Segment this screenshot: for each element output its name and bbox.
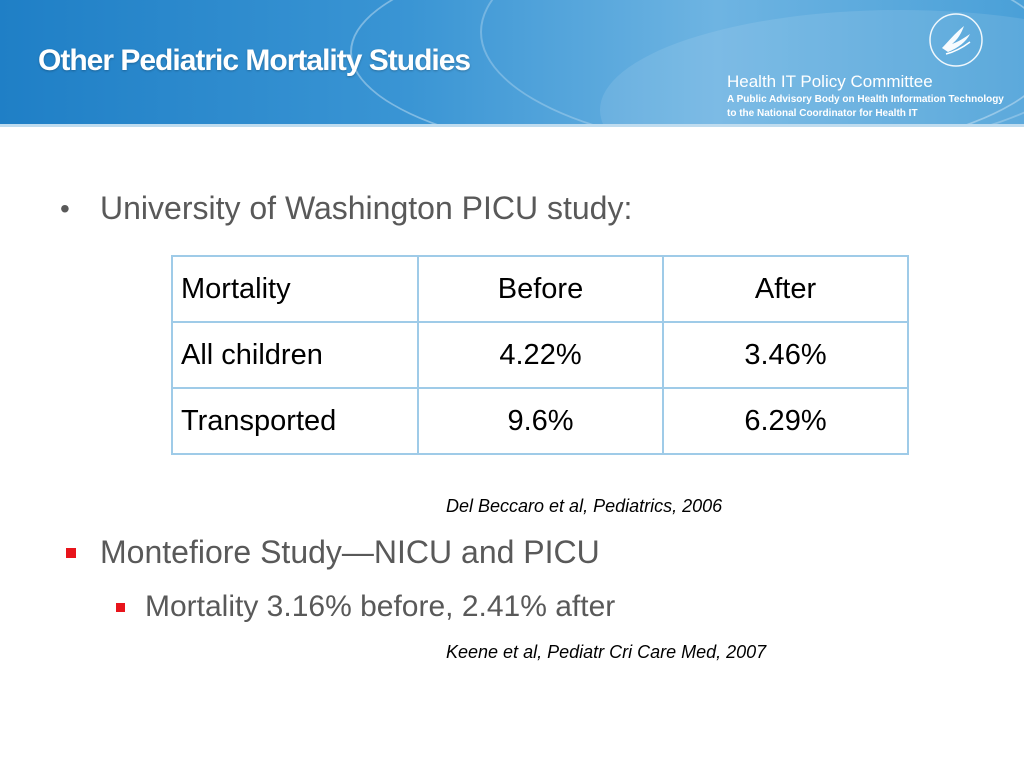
- table-cell: Transported: [171, 387, 419, 455]
- table-header-cell: Before: [417, 255, 664, 323]
- table-cell: 9.6%: [417, 387, 664, 455]
- bullet-montefiore-study: Montefiore Study—NICU and PICU: [66, 534, 600, 571]
- table-cell: 4.22%: [417, 321, 664, 389]
- citation-del-beccaro: Del Beccaro et al, Pediatrics, 2006: [446, 496, 723, 516]
- header-decor-wave: [350, 0, 1024, 127]
- bullet-uw-study: • University of Washington PICU study:: [60, 190, 632, 227]
- table-header-row: Mortality Before After: [171, 255, 909, 323]
- org-name: Health IT Policy Committee: [727, 72, 933, 91]
- citation-keene: Keene et al, Pediatr Cri Care Med, 2007: [446, 642, 767, 662]
- hhs-eagle-seal-icon: [929, 13, 983, 67]
- slide-title: Other Pediatric Mortality Studies: [38, 44, 471, 77]
- bullet-text: University of Washington PICU study:: [100, 190, 633, 226]
- table-cell: All children: [171, 321, 419, 389]
- subbullet-text: Mortality 3.16% before, 2.41% after: [145, 590, 616, 623]
- slide-header: [0, 0, 1024, 127]
- bullet-dot-icon: •: [60, 192, 70, 224]
- org-subtitle-line2: to the National Coordinator for Health I…: [727, 108, 918, 119]
- red-square-bullet-icon: [116, 602, 125, 612]
- table-cell: 6.29%: [662, 387, 909, 455]
- subbullet-montefiore-mortality: Mortality 3.16% before, 2.41% after: [116, 590, 615, 624]
- bullet-text: Montefiore Study—NICU and PICU: [100, 534, 600, 570]
- table-row: All children 4.22% 3.46%: [171, 321, 909, 389]
- table-header-cell: Mortality: [171, 255, 419, 323]
- red-square-bullet-icon: [66, 547, 76, 558]
- header-rule: [0, 124, 1024, 127]
- table-header-cell: After: [662, 255, 909, 323]
- table-row: Transported 9.6% 6.29%: [171, 387, 909, 455]
- org-subtitle-line1: A Public Advisory Body on Health Informa…: [727, 94, 1004, 105]
- table-cell: 3.46%: [662, 321, 909, 389]
- mortality-table: Mortality Before After All children 4.22…: [171, 255, 909, 455]
